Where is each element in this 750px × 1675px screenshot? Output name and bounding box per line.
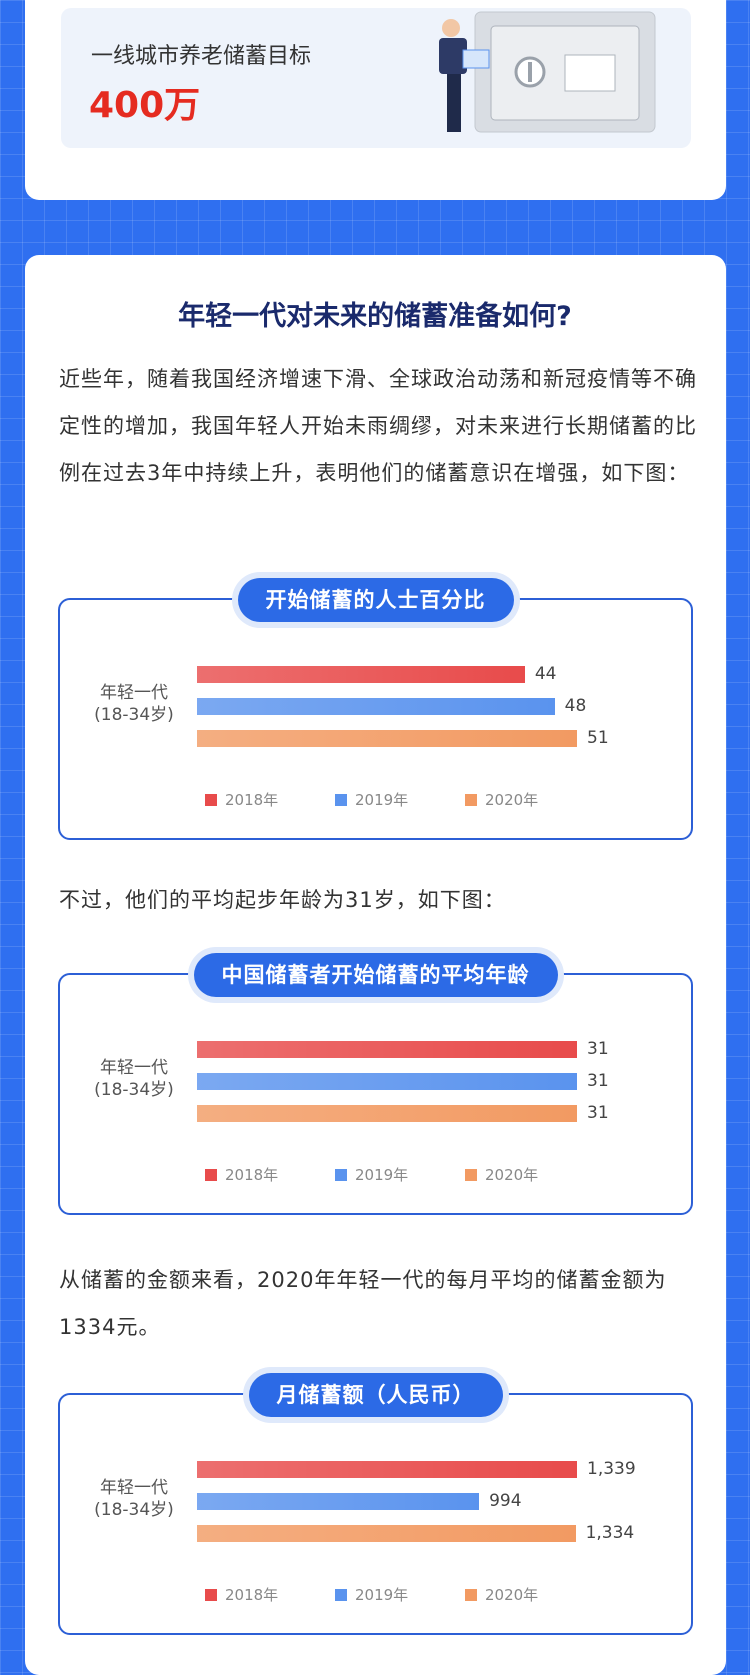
- value-label: 31: [587, 1071, 609, 1091]
- value-label: 44: [534, 664, 557, 684]
- legend-swatch: [205, 794, 217, 806]
- legend-swatch: [465, 794, 477, 806]
- chart-box: 月储蓄额（人民币） 年轻一代 (18-34岁) 1,339 2018年 994 2019年…: [58, 1373, 693, 1635]
- value-label: 51: [587, 728, 609, 748]
- bar: [197, 1525, 576, 1542]
- legend-label: 2019年: [355, 1166, 409, 1184]
- goal-amount: 400万: [89, 85, 201, 126]
- legend-swatch: [205, 1589, 217, 1601]
- bar: [197, 1073, 577, 1090]
- bar: [197, 1105, 577, 1122]
- category-label: 年轻一代 (18-34岁): [94, 1058, 174, 1100]
- bar: [197, 698, 555, 715]
- legend-swatch: [335, 794, 347, 806]
- bar: [197, 730, 577, 747]
- legend-label: 2018年: [225, 791, 279, 809]
- goal-label: 一线城市养老储蓄目标: [91, 44, 312, 69]
- legend-label: 2020年: [485, 791, 539, 809]
- category-label: 年轻一代 (18-34岁): [94, 1478, 174, 1520]
- legend-label: 2018年: [225, 1166, 279, 1184]
- paragraph: 从储蓄的金额来看，2020年年轻一代的每月平均的储蓄金额为1334元。: [59, 1268, 667, 1339]
- legend-swatch: [205, 1169, 217, 1181]
- legend-swatch: [465, 1169, 477, 1181]
- paragraph: 近些年，随着我国经济增速下滑、全球政治动荡和新冠疫情等不确定性的增加，我国年轻人…: [59, 367, 697, 485]
- legend-swatch: [465, 1589, 477, 1601]
- legend-swatch: [335, 1169, 347, 1181]
- legend-label: 2019年: [355, 791, 409, 809]
- bar: [197, 1461, 577, 1478]
- bar: [197, 1041, 577, 1058]
- legend-label: 2018年: [225, 1586, 279, 1604]
- value-label: 1,334: [585, 1523, 635, 1543]
- paragraph: 不过，他们的平均起步年龄为31岁，如下图：: [59, 888, 506, 912]
- chart-box: 开始储蓄的人士百分比年轻一代 (18-34岁) 44 2018年 48 2019年 51 2…: [58, 578, 693, 840]
- chart-box: 中国储蓄者开始储蓄的平均年龄年轻一代 (18-34岁) 31 2018年 31 2019…: [58, 953, 693, 1215]
- value-label: 994: [489, 1491, 522, 1511]
- value-label: 31: [587, 1039, 609, 1059]
- bar: [197, 1493, 480, 1510]
- safe-illustration: [439, 11, 656, 133]
- top-card: 一线城市养老储蓄目标 400万: [25, 0, 726, 200]
- chart-title: 开始储蓄的人士百分比: [237, 578, 514, 622]
- legend-swatch: [335, 1589, 347, 1601]
- category-label: 年轻一代 (18-34岁): [94, 683, 174, 725]
- value-label: 31: [587, 1103, 609, 1123]
- legend-label: 2019年: [355, 1586, 409, 1604]
- chart-title: 月储蓄额（人民币）: [248, 1373, 503, 1417]
- value-label: 48: [564, 696, 587, 716]
- section-title: 年轻一代对未来的储蓄准备如何?: [178, 301, 572, 332]
- legend-label: 2020年: [485, 1166, 539, 1184]
- value-label: 1,339: [587, 1459, 636, 1479]
- legend-label: 2020年: [485, 1586, 539, 1604]
- bar: [197, 666, 525, 683]
- chart-title: 中国储蓄者开始储蓄的平均年龄: [193, 953, 558, 997]
